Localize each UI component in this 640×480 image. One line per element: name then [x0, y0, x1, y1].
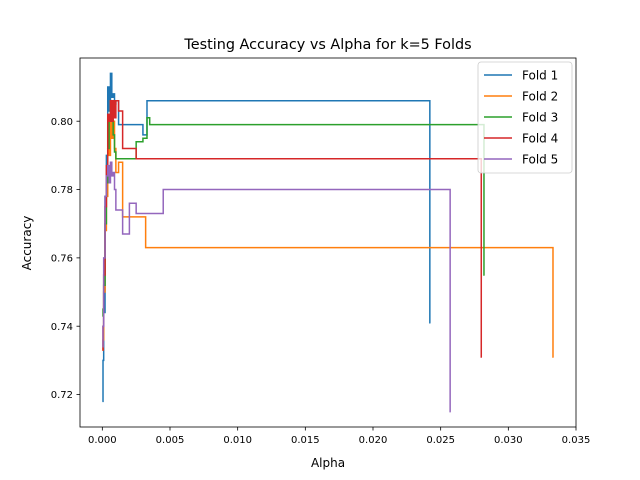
y-tick-label: 0.74 [51, 322, 73, 333]
y-tick-label: 0.72 [51, 390, 73, 401]
series-line-fold-5 [102, 161, 451, 413]
y-tick-label: 0.76 [51, 253, 73, 264]
x-axis: 0.000 0.005 0.010 0.015 0.020 0.025 0.030 0.035 [88, 427, 590, 446]
x-tick-label: 0.025 [426, 435, 455, 446]
legend-label: Fold 5 [522, 153, 558, 167]
plot-area [79, 57, 577, 428]
series-line-fold-4 [102, 99, 483, 358]
x-tick-label: 0.015 [291, 435, 320, 446]
legend-label: Fold 1 [522, 69, 558, 83]
series-line-fold-1 [102, 72, 431, 403]
legend: Fold 1 Fold 2 Fold 3 Fold 4 Fold 5 [477, 61, 573, 174]
y-axis: 0.72 0.74 0.76 0.78 0.80 [51, 117, 80, 401]
legend-label: Fold 3 [522, 111, 558, 125]
x-tick-label: 0.030 [494, 435, 523, 446]
chart-title: Testing Accuracy vs Alpha for k=5 Folds [183, 37, 471, 53]
y-axis-label: Accuracy [20, 216, 34, 271]
y-tick-label: 0.78 [51, 185, 73, 196]
legend-label: Fold 4 [522, 132, 558, 146]
y-tick-label: 0.80 [51, 117, 73, 128]
legend-label: Fold 2 [522, 90, 558, 104]
x-axis-label: Alpha [311, 456, 345, 470]
x-tick-label: 0.010 [223, 435, 252, 446]
x-tick-label: 0.005 [156, 435, 185, 446]
x-tick-label: 0.035 [562, 435, 591, 446]
x-tick-label: 0.020 [359, 435, 388, 446]
plot-frame [79, 57, 577, 428]
x-tick-label: 0.000 [88, 435, 117, 446]
legend-box [477, 61, 573, 174]
